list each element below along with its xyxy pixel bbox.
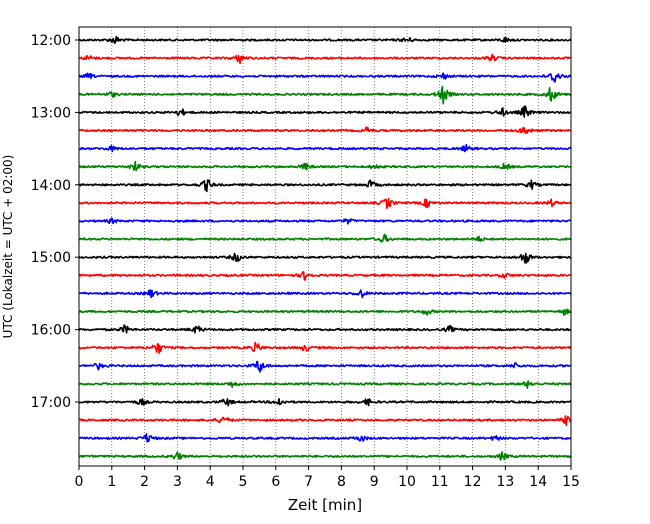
trace-layer (78, 35, 572, 461)
trace-1515 (78, 271, 572, 281)
x-tick-label: 15 (562, 474, 580, 490)
x-tick-label: 11 (431, 474, 449, 490)
trace-1530 (78, 289, 572, 299)
x-tick-label: 14 (529, 474, 547, 490)
trace-1415 (78, 197, 572, 210)
y-tick-label: 15:00 (31, 250, 71, 266)
trace-1445 (78, 233, 572, 243)
x-tick-label: 13 (496, 474, 514, 490)
trace-1330 (78, 143, 572, 153)
trace-1345 (78, 160, 571, 172)
trace-1500 (78, 252, 572, 264)
x-tick-label: 1 (107, 474, 116, 490)
y-tick-label: 14:00 (31, 178, 71, 194)
trace-1430 (78, 217, 572, 225)
x-tick-label: 0 (75, 474, 84, 490)
axis-layer: 0 1 2 3 4 5 6 7 8 9 10 11 12 13 14 1512:0013:0014:0015:… (31, 33, 580, 490)
x-tick-label: 7 (304, 474, 313, 490)
x-tick-label: 10 (398, 474, 416, 490)
x-tick-label: 12 (464, 474, 482, 490)
x-tick-label: 9 (370, 474, 379, 490)
trace-1615 (78, 341, 572, 354)
x-axis-title: Zeit [min] (288, 496, 362, 514)
y-tick-label: 17:00 (31, 395, 71, 411)
trace-1715 (79, 415, 571, 426)
y-tick-label: 16:00 (31, 323, 71, 339)
y-tick-label: 12:00 (31, 33, 71, 49)
y-axis-title: UTC (Lokalzeit = UTC + 02:00) (1, 155, 15, 339)
trace-1545 (78, 308, 572, 316)
trace-1245 (78, 85, 572, 105)
x-tick-label: 8 (337, 474, 346, 490)
trace-1645 (78, 380, 572, 389)
trace-1600 (78, 324, 572, 334)
trace-1700 (78, 398, 572, 407)
x-tick-label: 4 (206, 474, 215, 490)
x-tick-label: 3 (173, 474, 182, 490)
grid-layer (111, 27, 539, 466)
trace-1730 (78, 433, 572, 443)
x-tick-label: 2 (140, 474, 149, 490)
trace-1400 (78, 179, 572, 193)
plot-frame (78, 26, 572, 467)
trace-1315 (78, 126, 572, 134)
x-tick-label: 6 (271, 474, 280, 490)
trace-1200 (78, 35, 572, 45)
trace-1230 (78, 72, 572, 83)
trace-1300 (78, 105, 572, 118)
x-tick-label: 5 (239, 474, 248, 490)
y-tick-label: 13:00 (31, 105, 71, 121)
trace-1630 (78, 360, 572, 373)
trace-1215 (78, 53, 572, 65)
trace-1745 (78, 451, 572, 461)
